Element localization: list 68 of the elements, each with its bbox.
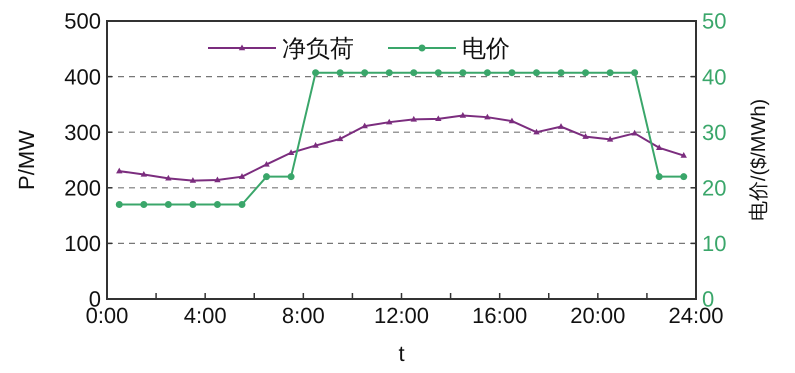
point [164, 200, 172, 208]
y-tick-label: 100 [64, 231, 101, 256]
point [238, 200, 246, 208]
y2-axis-title: 电价/($/MWh) [748, 98, 770, 222]
point [386, 118, 392, 124]
x-axis-title: t [398, 341, 405, 366]
point [656, 173, 663, 180]
point [288, 173, 295, 180]
point [165, 174, 172, 181]
x-tick-label: 20:00 [570, 303, 626, 328]
y2-tick-label: 20 [702, 176, 726, 200]
point [558, 69, 565, 76]
point [558, 123, 564, 129]
y2-tick-label: 40 [702, 64, 726, 90]
point [312, 69, 320, 76]
point [410, 116, 417, 122]
point [508, 118, 516, 124]
point [656, 144, 662, 150]
point [582, 133, 589, 139]
point [190, 177, 196, 183]
point [238, 173, 246, 179]
point [336, 69, 344, 76]
x-tick-label: 4:00 [184, 303, 227, 328]
point [680, 173, 688, 180]
point [533, 128, 540, 134]
point [460, 112, 466, 118]
point [606, 136, 614, 142]
y-axis-title: P/MW [14, 130, 39, 190]
y-tick-label: 400 [64, 64, 101, 90]
point [386, 69, 393, 76]
y2-tick-label: 50 [702, 8, 726, 34]
point [361, 122, 368, 128]
point [484, 69, 491, 76]
point [336, 135, 344, 142]
point [631, 69, 638, 76]
point [631, 130, 638, 136]
y-tick-label: 200 [64, 176, 101, 200]
legend-label: 净负荷 [282, 35, 354, 62]
point [312, 142, 319, 148]
y2-tick-label: 30 [702, 120, 726, 145]
y-tick-label: 500 [64, 8, 101, 34]
point [116, 200, 123, 208]
point [288, 149, 294, 155]
point [532, 69, 540, 76]
y2-tick-label: 10 [702, 231, 726, 256]
point [116, 168, 122, 174]
point [140, 200, 148, 208]
point [189, 200, 196, 208]
point [459, 69, 466, 76]
point [680, 152, 687, 158]
x-tick-label: 12:00 [374, 303, 430, 328]
point [606, 69, 614, 76]
point [263, 173, 270, 180]
y-tick-label: 300 [64, 120, 101, 145]
point [410, 69, 418, 76]
point [140, 170, 148, 177]
point [263, 160, 270, 167]
point [361, 69, 368, 76]
point [484, 114, 491, 120]
point [214, 176, 221, 182]
point [582, 69, 590, 76]
legend-label: 电价 [462, 35, 510, 62]
point [508, 69, 516, 76]
x-tick-label: 8:00 [282, 303, 325, 328]
point [435, 115, 442, 122]
x-tick-label: 16:00 [472, 303, 528, 328]
point [434, 69, 442, 76]
point [214, 200, 221, 208]
